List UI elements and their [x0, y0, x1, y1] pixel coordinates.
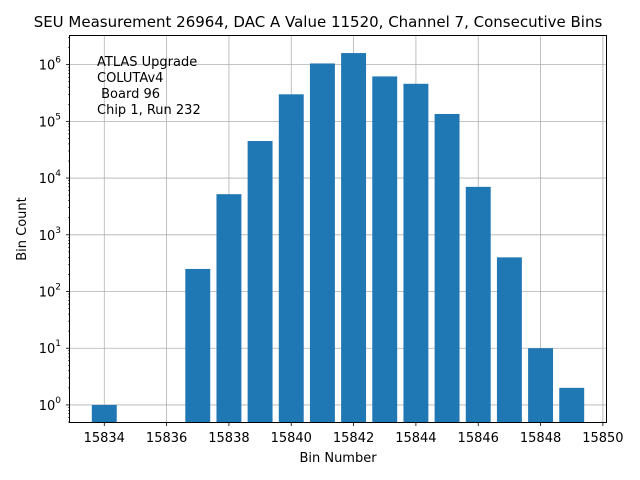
bar [341, 53, 367, 423]
bar [247, 141, 273, 422]
y-tick-label: 102 [39, 283, 61, 301]
bar [496, 257, 522, 422]
y-tick-label: 100 [39, 396, 62, 414]
bar [434, 113, 460, 422]
annotation-text: ATLAS Upgrade COLUTAv4 Board 96 Chip 1, … [97, 55, 201, 118]
x-tick-label: 15844 [395, 431, 436, 446]
annotation-line: COLUTAv4 [97, 71, 163, 86]
x-tick-label: 15846 [458, 431, 499, 446]
y-tick-label: 103 [39, 226, 61, 244]
x-tick-label: 15838 [208, 431, 249, 446]
x-tick-label: 15850 [582, 431, 623, 446]
bar [278, 94, 304, 422]
x-tick-label: 15842 [333, 431, 374, 446]
bar [403, 83, 429, 423]
x-axis-label: Bin Number [299, 451, 377, 466]
annotation-line: Board 96 [97, 87, 160, 102]
x-tick-label: 15840 [271, 431, 312, 446]
y-axis-label: Bin Count [15, 197, 30, 261]
x-tick-label: 15836 [146, 431, 187, 446]
y-tick-label: 104 [39, 169, 62, 187]
bar [372, 76, 398, 422]
y-tick-label: 106 [39, 56, 62, 74]
bar [528, 348, 554, 422]
annotation-line: ATLAS Upgrade [97, 55, 197, 70]
y-tick-label: 101 [39, 339, 61, 357]
bar [216, 194, 242, 422]
bars [91, 53, 585, 423]
y-tick-label: 105 [39, 112, 61, 130]
bar [465, 186, 491, 422]
y-axis: 100 101 102 103 104 105 106 [39, 37, 70, 423]
chart-title: SEU Measurement 26964, DAC A Value 11520… [34, 13, 603, 31]
bar [559, 387, 585, 422]
annotation-line: Chip 1, Run 232 [97, 103, 201, 118]
x-axis: 15834 15836 15838 15840 15842 15844 15846 15848… [84, 422, 624, 446]
x-tick-label: 15834 [84, 431, 125, 446]
bar [185, 268, 211, 422]
plot-frame [69, 35, 607, 423]
bar [309, 63, 335, 423]
x-tick-label: 15848 [520, 431, 561, 446]
bar [91, 404, 117, 422]
